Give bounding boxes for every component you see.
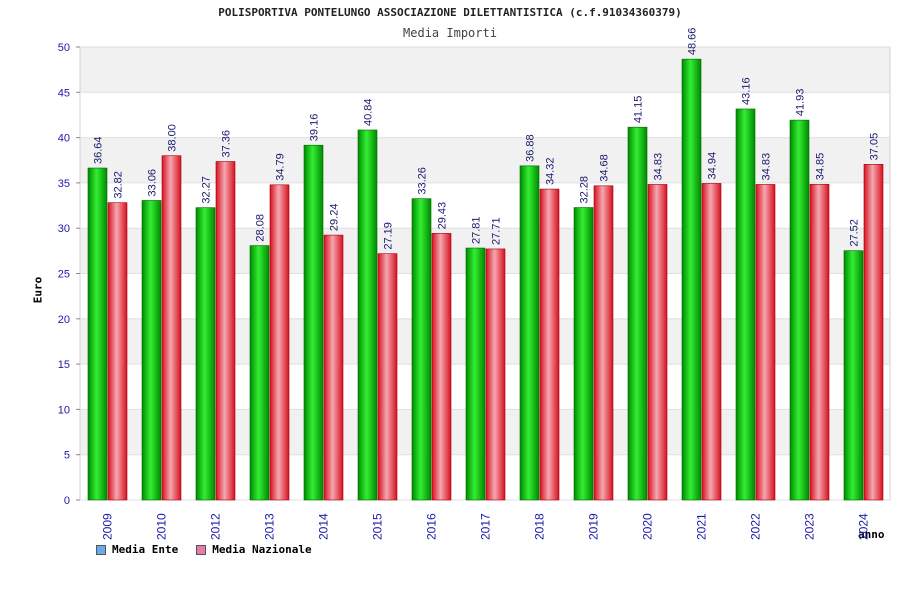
x-tick-label: 2023 bbox=[803, 513, 817, 540]
data-label: 41.93 bbox=[795, 89, 807, 117]
data-label: 34.85 bbox=[815, 153, 827, 181]
legend-item-media-nazionale: Media Nazionale bbox=[196, 543, 312, 556]
bar-media-nazionale bbox=[269, 184, 290, 501]
legend-swatch-media-ente bbox=[96, 544, 106, 555]
bar-media-ente bbox=[357, 129, 378, 501]
data-label: 37.05 bbox=[869, 133, 881, 161]
x-axis-label: anno bbox=[858, 528, 885, 541]
chart-title: POLISPORTIVA PONTELUNGO ASSOCIAZIONE DIL… bbox=[218, 6, 682, 19]
data-label: 48.66 bbox=[687, 28, 699, 56]
bar-media-nazionale bbox=[539, 188, 560, 501]
y-tick-label: 0 bbox=[64, 495, 70, 507]
x-tick-label: 2013 bbox=[263, 513, 277, 540]
data-label: 27.71 bbox=[491, 217, 503, 245]
data-label: 27.81 bbox=[471, 217, 483, 245]
data-label: 38.00 bbox=[167, 124, 179, 152]
data-label: 32.28 bbox=[579, 176, 591, 204]
data-label: 29.43 bbox=[437, 202, 449, 230]
x-tick-label: 2014 bbox=[317, 513, 331, 540]
bar-media-ente bbox=[627, 126, 648, 501]
y-tick-label: 15 bbox=[58, 359, 70, 371]
x-tick-label: 2016 bbox=[425, 513, 439, 540]
bar-media-ente bbox=[249, 245, 270, 501]
bar-media-ente bbox=[735, 108, 756, 501]
data-label: 32.27 bbox=[201, 176, 213, 204]
y-tick-label: 35 bbox=[58, 178, 70, 190]
grid-band bbox=[80, 47, 890, 93]
bar-media-nazionale bbox=[431, 233, 452, 501]
bar-media-ente bbox=[465, 247, 486, 501]
bar-media-nazionale bbox=[755, 184, 776, 501]
y-tick-label: 25 bbox=[58, 269, 70, 281]
data-label: 43.16 bbox=[741, 77, 753, 105]
x-tick-label: 2022 bbox=[749, 513, 763, 540]
legend: Media Ente Media Nazionale bbox=[96, 543, 312, 556]
data-label: 37.36 bbox=[221, 130, 233, 158]
data-label: 34.68 bbox=[599, 154, 611, 182]
legend-label-media-ente: Media Ente bbox=[112, 543, 179, 556]
y-tick-label: 40 bbox=[58, 133, 70, 145]
bar-media-nazionale bbox=[215, 161, 236, 501]
bar-media-nazionale bbox=[161, 155, 182, 501]
data-label: 34.83 bbox=[761, 153, 773, 181]
bar-media-ente bbox=[681, 58, 702, 501]
bar-media-nazionale bbox=[323, 234, 344, 501]
bar-media-ente bbox=[141, 200, 162, 501]
data-label: 34.32 bbox=[545, 158, 557, 186]
bar-media-ente bbox=[303, 144, 324, 501]
data-label: 34.94 bbox=[707, 152, 719, 180]
bar-media-nazionale bbox=[107, 202, 128, 501]
legend-label-media-nazionale: Media Nazionale bbox=[212, 543, 312, 556]
x-tick-label: 2018 bbox=[533, 513, 547, 540]
bar-media-ente bbox=[843, 250, 864, 501]
chart-subtitle: Media Importi bbox=[403, 26, 497, 40]
legend-swatch-media-nazionale bbox=[196, 544, 207, 555]
y-tick-label: 20 bbox=[58, 314, 70, 326]
data-label: 39.16 bbox=[309, 114, 321, 142]
bar-media-ente bbox=[519, 165, 540, 501]
y-tick-label: 45 bbox=[58, 87, 70, 99]
data-label: 32.82 bbox=[113, 171, 125, 199]
bar-media-ente bbox=[573, 207, 594, 501]
x-tick-label: 2020 bbox=[641, 513, 655, 540]
data-label: 33.06 bbox=[147, 169, 159, 197]
y-tick-label: 5 bbox=[64, 450, 70, 462]
y-tick-label: 50 bbox=[58, 42, 70, 54]
data-label: 40.84 bbox=[363, 98, 375, 126]
x-tick-label: 2012 bbox=[209, 513, 223, 540]
legend-item-media-ente: Media Ente bbox=[96, 543, 178, 556]
bar-media-nazionale bbox=[377, 253, 398, 501]
x-tick-label: 2009 bbox=[101, 513, 115, 540]
x-tick-label: 2021 bbox=[695, 513, 709, 540]
bar-media-ente bbox=[87, 167, 108, 501]
bar-media-nazionale bbox=[701, 183, 722, 501]
bar-media-ente bbox=[789, 119, 810, 501]
x-tick-label: 2010 bbox=[155, 513, 169, 540]
y-tick-label: 10 bbox=[58, 404, 70, 416]
data-label: 34.79 bbox=[275, 153, 287, 181]
data-label: 28.08 bbox=[255, 214, 267, 242]
data-label: 27.19 bbox=[383, 222, 395, 250]
data-label: 29.24 bbox=[329, 204, 341, 232]
x-tick-label: 2019 bbox=[587, 513, 601, 540]
bar-media-ente bbox=[195, 207, 216, 501]
x-tick-label: 2017 bbox=[479, 513, 493, 540]
data-label: 36.88 bbox=[525, 134, 537, 162]
data-label: 36.64 bbox=[93, 137, 105, 165]
bar-media-nazionale bbox=[809, 183, 830, 501]
bar-media-nazionale bbox=[485, 248, 506, 501]
bar-media-nazionale bbox=[647, 184, 668, 501]
x-tick-label: 2015 bbox=[371, 513, 385, 540]
data-label: 27.52 bbox=[849, 219, 861, 247]
y-tick-label: 30 bbox=[58, 223, 70, 235]
bar-media-nazionale bbox=[593, 185, 614, 501]
bar-media-nazionale bbox=[863, 164, 884, 501]
bar-media-ente bbox=[411, 198, 432, 501]
data-label: 33.26 bbox=[417, 167, 429, 195]
x-tick-label: 2024 bbox=[857, 513, 871, 540]
data-label: 34.83 bbox=[653, 153, 665, 181]
data-label: 41.15 bbox=[633, 96, 645, 124]
